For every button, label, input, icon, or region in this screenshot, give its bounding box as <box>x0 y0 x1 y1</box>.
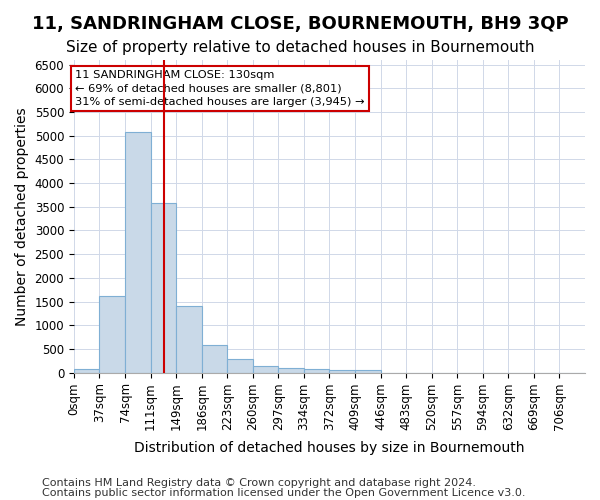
Text: 11 SANDRINGHAM CLOSE: 130sqm
← 69% of detached houses are smaller (8,801)
31% of: 11 SANDRINGHAM CLOSE: 130sqm ← 69% of de… <box>75 70 365 107</box>
Bar <box>202 345 227 372</box>
Bar <box>100 296 125 372</box>
Bar <box>329 370 355 372</box>
Bar <box>227 359 253 372</box>
Bar <box>253 366 278 372</box>
Bar <box>304 369 329 372</box>
Bar <box>151 204 176 372</box>
Bar <box>355 370 380 372</box>
Text: Contains public sector information licensed under the Open Government Licence v3: Contains public sector information licen… <box>42 488 526 498</box>
Text: Contains HM Land Registry data © Crown copyright and database right 2024.: Contains HM Land Registry data © Crown c… <box>42 478 476 488</box>
Y-axis label: Number of detached properties: Number of detached properties <box>15 107 29 326</box>
Text: Size of property relative to detached houses in Bournemouth: Size of property relative to detached ho… <box>66 40 534 55</box>
Bar <box>125 132 151 372</box>
Text: 11, SANDRINGHAM CLOSE, BOURNEMOUTH, BH9 3QP: 11, SANDRINGHAM CLOSE, BOURNEMOUTH, BH9 … <box>32 15 568 33</box>
X-axis label: Distribution of detached houses by size in Bournemouth: Distribution of detached houses by size … <box>134 441 525 455</box>
Bar <box>74 369 100 372</box>
Bar <box>278 368 304 372</box>
Bar <box>176 306 202 372</box>
